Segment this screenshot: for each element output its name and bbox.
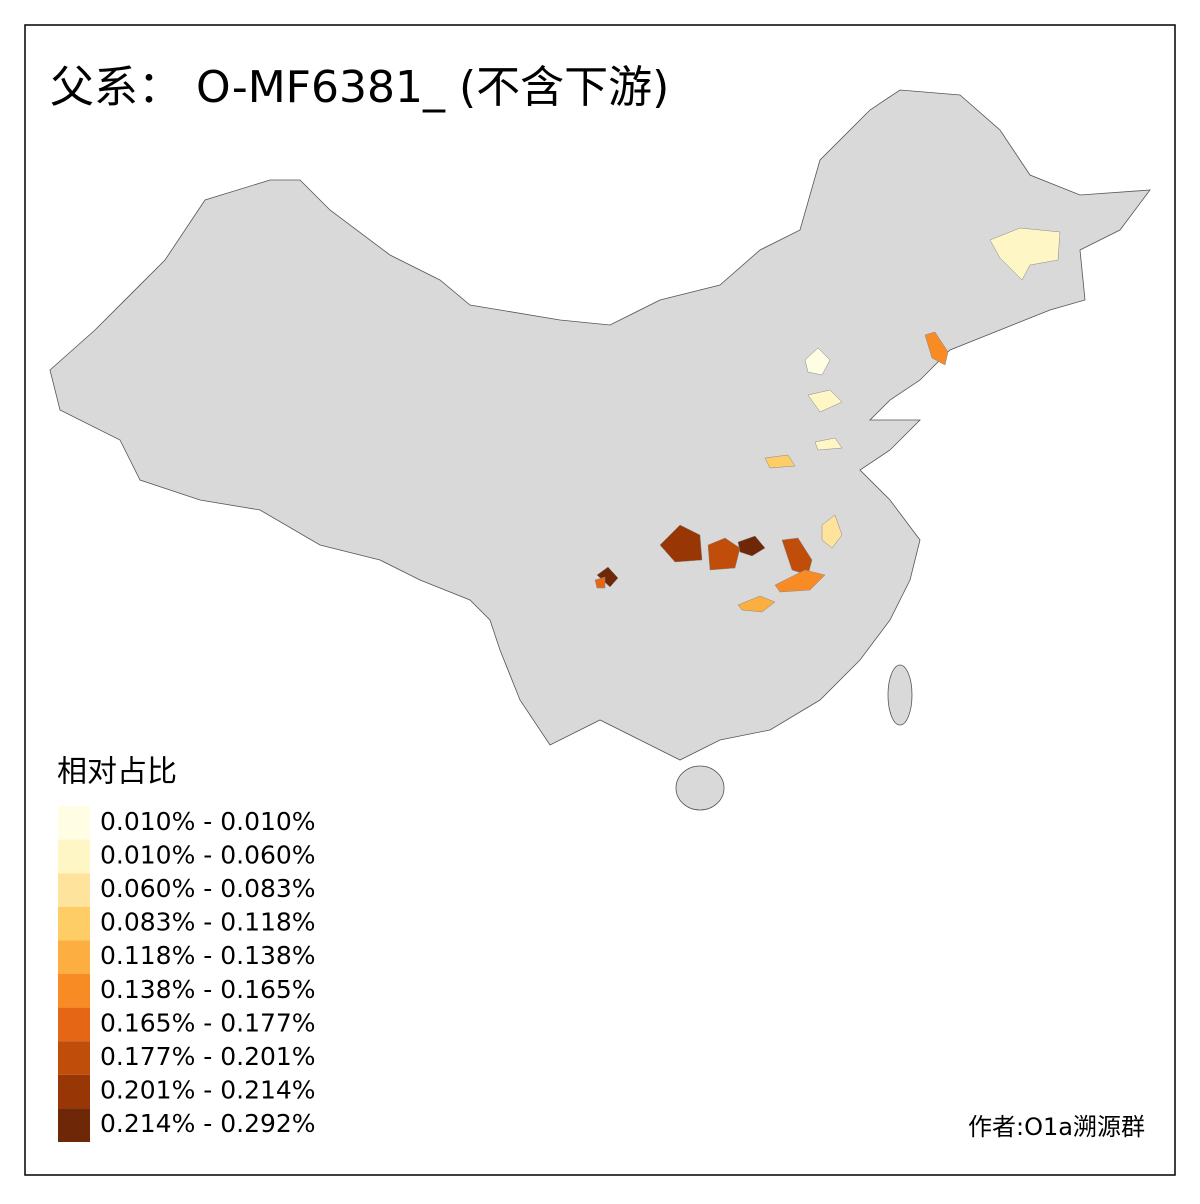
legend-label: 0.177% - 0.201% [100,1042,316,1071]
legend-label: 0.201% - 0.214% [100,1076,316,1105]
author: 作者:O1a溯源群 [968,1113,1145,1141]
region [814,437,843,451]
legend-swatch [58,873,90,907]
region [821,514,843,549]
legend-label: 0.010% - 0.060% [100,840,316,869]
region [594,576,606,589]
country-outline [49,89,1151,761]
legend-label: 0.060% - 0.083% [100,874,316,903]
region [781,537,813,576]
legend-swatch [58,806,90,840]
legend-label: 0.165% - 0.177% [100,1008,316,1037]
legend-label: 0.138% - 0.165% [100,975,316,1004]
regions [594,227,1061,613]
region [596,566,619,588]
map [49,89,1151,811]
region [764,454,796,469]
legend-swatch [58,974,90,1008]
region [989,227,1061,281]
legend-swatch [58,1074,90,1109]
legend-label: 0.118% - 0.138% [100,941,316,970]
legend: 0.010% - 0.010% 0.010% - 0.060% 0.060% - 0… [58,806,316,1142]
region [774,569,826,593]
legend-swatch [58,1041,90,1075]
region [659,524,703,563]
region [807,389,843,413]
region [924,331,949,366]
legend-swatch [58,906,90,941]
region [737,595,776,613]
title: 父系： O-MF6381_ (不含下游) [50,62,669,113]
region [804,347,831,376]
island [887,664,913,726]
legend-label: 0.083% - 0.118% [100,908,316,937]
legend-label: 0.010% - 0.010% [100,807,316,836]
island [675,765,725,811]
legend-swatch [58,1108,90,1142]
legend-label: 0.214% - 0.292% [100,1109,316,1138]
legend-swatch [58,1007,90,1042]
legend-swatch [58,940,90,974]
region [707,537,741,571]
legend-swatch [58,839,90,874]
region [737,535,766,557]
legend-title: 相对占比 [57,755,177,790]
